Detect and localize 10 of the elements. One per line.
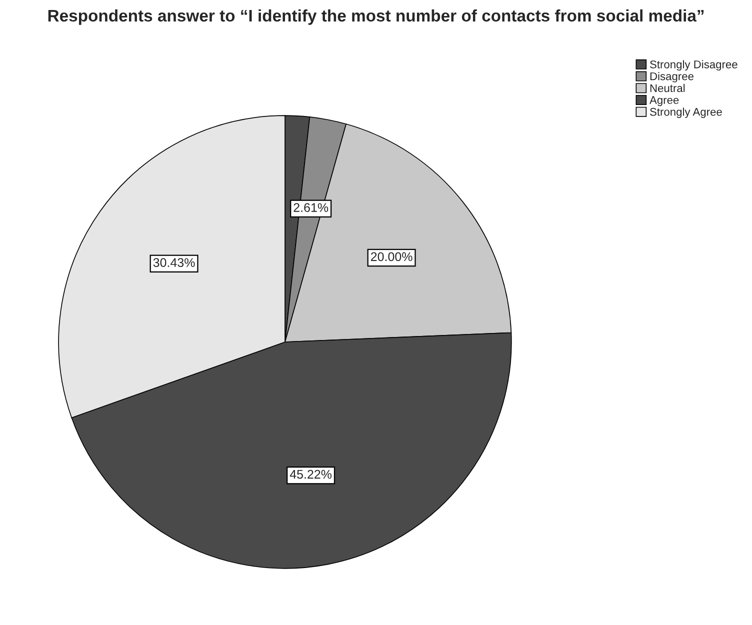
data-label: 30.43% bbox=[153, 258, 195, 268]
legend-label: Strongly Disagree bbox=[650, 60, 738, 71]
legend-label: Disagree bbox=[650, 72, 694, 82]
legend-label: Agree bbox=[650, 96, 679, 106]
legend-label: Neutral bbox=[650, 84, 685, 92]
data-label: 2.61% bbox=[294, 203, 328, 212]
chart-title: Respondents answer to “I identify the most number of contacts from social media” bbox=[48, 9, 704, 25]
legend-label: Strongly Agree bbox=[650, 108, 722, 118]
data-label: 45.22% bbox=[290, 470, 332, 479]
data-label: 20.00% bbox=[370, 252, 412, 262]
